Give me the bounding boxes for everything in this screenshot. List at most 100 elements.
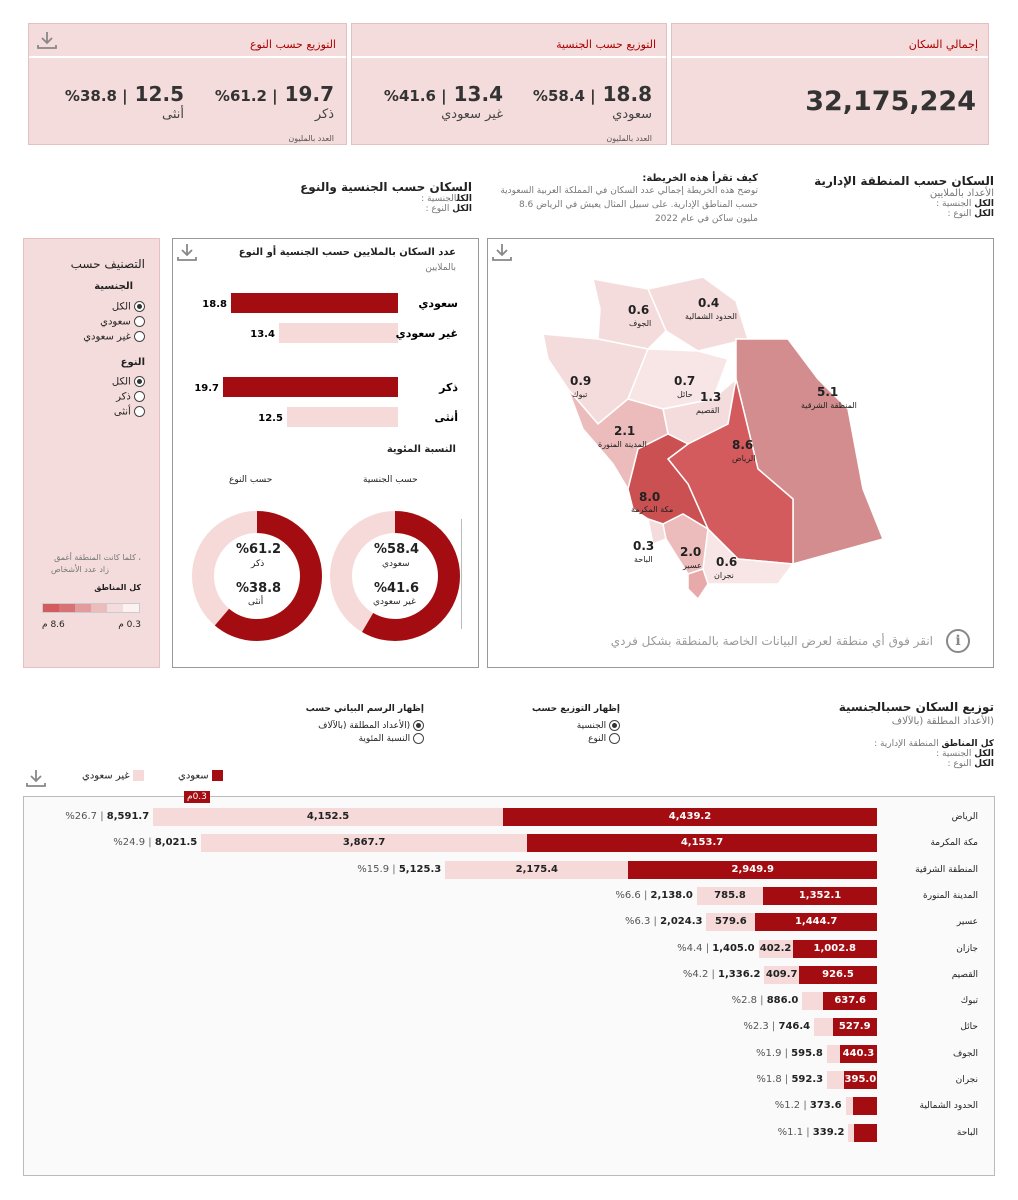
row-saudi-bar[interactable] <box>853 1097 877 1116</box>
table-row[interactable]: نجران 395.0 %1.8 | 592.3 <box>24 1071 996 1091</box>
bar-female[interactable] <box>286 407 398 427</box>
kpi-non-saudi-group: %41.6 | 13.4 <box>384 82 503 106</box>
table-row[interactable]: الجوف 440.3 %1.9 | 595.8 <box>24 1044 996 1065</box>
row-total-value: 595.8 <box>791 1047 823 1059</box>
download-icon[interactable] <box>36 30 58 50</box>
row-saudi-bar[interactable]: 1,002.8 <box>792 939 877 958</box>
row-non-saudi-bar[interactable] <box>848 1123 855 1142</box>
radio-show-absolute[interactable]: (الأعداد المطلقة (بالآلاف <box>318 720 424 731</box>
row-pct: %4.2 <box>682 968 709 980</box>
row-saudi-bar[interactable]: 2,949.9 <box>628 860 877 879</box>
row-non-saudi-bar[interactable] <box>814 1018 833 1037</box>
region-name-makkah: مكة المكرمة <box>631 505 674 514</box>
info-icon[interactable]: i <box>946 629 970 653</box>
dist-subtitle: (الأعداد المطلقة (بالآلاف <box>891 716 994 727</box>
row-saudi-bar[interactable]: 1,352.1 <box>763 886 877 905</box>
row-region-name: حائل <box>960 1022 978 1033</box>
radio-gender-male[interactable]: ذكر <box>116 391 145 403</box>
radio-nat-all[interactable]: الكل <box>112 301 145 313</box>
dist-f1-name: الجنسية : <box>936 749 972 759</box>
row-separator: | <box>781 1047 792 1059</box>
radio-dist-nationality[interactable]: الجنسية <box>540 720 620 731</box>
radio-dot[interactable] <box>609 733 620 744</box>
radio-dot[interactable] <box>413 720 424 731</box>
radio-dot[interactable] <box>609 720 620 731</box>
bar-male-label: ذكر <box>438 381 458 394</box>
table-row[interactable]: الرياض 4,439.2 4,152.5 %26.7 | 8,591.7 <box>24 808 996 828</box>
radio-gender-all[interactable]: الكل <box>112 376 145 388</box>
row-region-name: الجوف <box>952 1048 978 1059</box>
row-saudi-bar[interactable]: 395.0 <box>843 1071 877 1089</box>
download-icon[interactable] <box>25 768 47 788</box>
radio-show-percent[interactable]: النسبة المئوية <box>320 733 424 744</box>
table-row[interactable]: تبوك 637.6 %2.8 | 886.0 <box>24 992 996 1012</box>
table-row[interactable]: الحدود الشمالية %1.2 | 373.6 <box>24 1097 996 1117</box>
table-row[interactable]: مكة المكرمة 4,153.7 3,867.7 %24.9 | 8,021.5 <box>24 834 996 854</box>
map-howto-text: توضح هذه الخريطة إجمالي عدد السكان في ال… <box>500 186 758 224</box>
radio-dot[interactable] <box>134 301 145 312</box>
radio-nat-saudi[interactable]: سعودي <box>100 316 145 328</box>
row-non-saudi-bar[interactable]: 2,175.4 <box>445 860 629 879</box>
row-non-saudi-bar[interactable]: 785.8 <box>696 886 764 905</box>
dist-chart-panel: 0.3م الرياض 4,439.2 4,152.5 %26.7 | 8,591.7… <box>23 791 996 1176</box>
table-row[interactable]: المنطقة الشرقية 2,949.9 2,175.4 %15.9 | 5,1… <box>24 860 996 881</box>
table-row[interactable]: جازان 1,002.8 402.2 %4.4 | 1,405.0 <box>24 939 996 960</box>
row-saudi-bar[interactable]: 4,439.2 <box>503 808 877 826</box>
radio-dot[interactable] <box>134 406 145 417</box>
radio-dot[interactable] <box>134 331 145 342</box>
bar-saudi[interactable] <box>230 293 398 313</box>
row-non-saudi-bar[interactable]: 579.6 <box>706 913 756 932</box>
row-non-saudi-bar[interactable]: 4,152.5 <box>153 808 503 826</box>
nat-gender-bar-chart: 18.8 سعودي 13.4 غير سعودي 19.7 ذكر 12.5 أنثى <box>194 293 458 427</box>
kpi-gender-label: التوزيع حسب النوع <box>29 24 346 58</box>
ng-chart-title: عدد السكان بالملايين حسب الجنسية أو النو… <box>238 247 456 258</box>
radio-dot[interactable] <box>134 316 145 327</box>
download-icon[interactable] <box>491 242 513 262</box>
row-saudi-bar[interactable]: 4,153.7 <box>527 834 877 853</box>
table-row[interactable]: القصيم 926.5 409.7 %4.2 | 1,336.2 <box>24 965 996 986</box>
legend-max: 8.6 م <box>42 620 65 630</box>
row-pct: %24.9 <box>113 837 146 849</box>
radio-gender-female[interactable]: أنثى <box>114 406 145 418</box>
radio-dist-gender[interactable]: النوع <box>540 733 620 744</box>
row-saudi-bar[interactable]: 440.3 <box>839 1044 877 1063</box>
radio-gender-female-label: أنثى <box>113 406 131 418</box>
radio-dot[interactable] <box>134 376 145 387</box>
row-non-saudi-bar[interactable]: 3,867.7 <box>201 834 528 853</box>
bar-non-saudi[interactable] <box>278 323 398 343</box>
row-saudi-bar[interactable]: 1,444.7 <box>755 913 877 932</box>
radio-gender-male-label: ذكر <box>116 391 131 403</box>
kpi-saudi-pct: %58.4 | <box>532 87 596 105</box>
row-non-saudi-bar[interactable] <box>802 992 824 1011</box>
row-separator: | <box>803 1126 813 1138</box>
radio-show-percent-label: النسبة المئوية <box>358 734 411 744</box>
row-non-saudi-bar[interactable] <box>826 1044 840 1063</box>
row-saudi-bar[interactable]: 527.9 <box>832 1018 877 1037</box>
region-name-northern-borders: الحدود الشمالية <box>685 312 737 321</box>
table-row[interactable]: الباحة %1.1 | 339.2 <box>24 1123 996 1144</box>
download-icon[interactable] <box>176 242 198 262</box>
region-name-baha: الباحة <box>634 555 653 564</box>
table-row[interactable]: عسير 1,444.7 579.6 %6.3 | 2,024.3 <box>24 913 996 933</box>
row-non-saudi-bar[interactable] <box>827 1071 844 1089</box>
row-saudi-bar[interactable]: 926.5 <box>798 965 877 984</box>
legend-swatch <box>43 604 59 612</box>
saudi-map[interactable] <box>488 239 995 669</box>
table-row[interactable]: حائل 527.9 %2.3 | 746.4 <box>24 1018 996 1038</box>
kpi-female-pct: %38.8 | <box>64 87 128 105</box>
ng-filter-nationality: الكلالجنسية : <box>280 194 472 204</box>
row-non-saudi-bar[interactable] <box>845 1097 854 1116</box>
row-saudi-bar[interactable] <box>854 1123 877 1142</box>
row-non-saudi-bar[interactable]: 402.2 <box>758 939 793 958</box>
donut-nat-b: %41.6 <box>374 581 420 596</box>
bar-male[interactable] <box>223 377 398 397</box>
ng-filter1-name: الجنسية : <box>421 194 457 204</box>
radio-nat-non[interactable]: غير سعودي <box>83 331 145 343</box>
radio-dot[interactable] <box>134 391 145 402</box>
table-row[interactable]: المدينة المنورة 1,352.1 785.8 %6.6 | 2,138.… <box>24 886 996 907</box>
radio-dot[interactable] <box>413 733 424 744</box>
row-non-saudi-bar[interactable]: 409.7 <box>764 965 799 984</box>
donut-nat-title: حسب الجنسية <box>363 475 418 485</box>
row-saudi-bar[interactable]: 637.6 <box>823 992 877 1011</box>
legend-non-saudi: غير سعودي <box>82 770 144 782</box>
